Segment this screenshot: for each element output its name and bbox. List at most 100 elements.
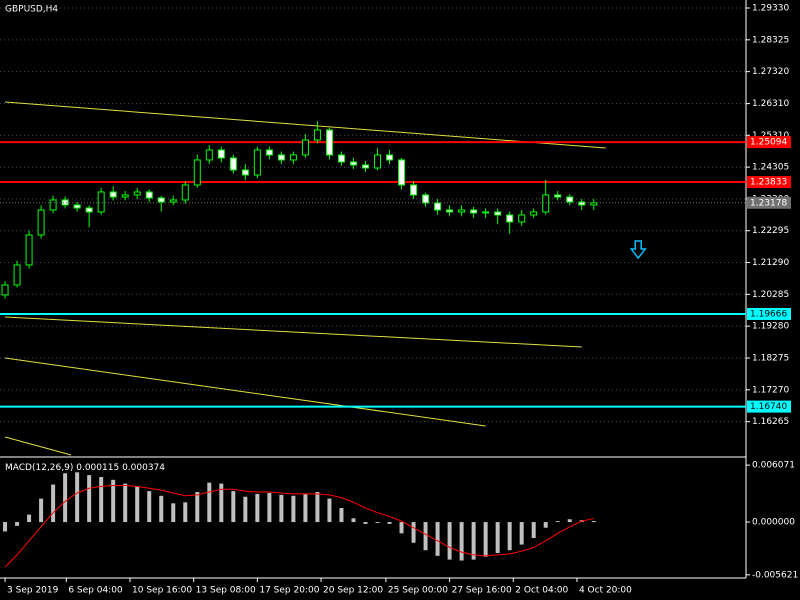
candle-body [121, 194, 129, 198]
candle-body [253, 149, 261, 176]
candle-body [434, 202, 442, 211]
candle-body [265, 149, 273, 156]
candle-body [289, 154, 297, 161]
candle-body [349, 161, 357, 166]
candle-body [61, 199, 69, 206]
macd-bar [447, 522, 452, 560]
candle-body [193, 159, 201, 186]
macd-bar [123, 483, 128, 523]
trendline [4, 357, 486, 427]
candle-body [386, 154, 394, 161]
trendline [4, 436, 72, 456]
macd-bar [471, 522, 476, 560]
signal-arrow [629, 240, 647, 260]
macd-bar [39, 498, 44, 523]
macd-bar [507, 522, 512, 551]
candle-body [506, 214, 514, 223]
candle-body [566, 196, 574, 203]
candle-body [277, 154, 285, 161]
macd-bar [411, 522, 416, 543]
y-tick-label: 0.000000 [752, 518, 795, 528]
macd-bar [555, 521, 560, 523]
level-label: 1.19666 [750, 309, 787, 319]
candle-body [49, 199, 57, 211]
candle-body [494, 211, 502, 216]
macd-bar [303, 493, 308, 523]
candle-body [446, 209, 454, 213]
candle-body [554, 194, 562, 198]
symbol-title: GBPUSD,H4 [5, 5, 58, 15]
y-tick-label: 1.20285 [752, 290, 789, 300]
macd-bar [99, 477, 104, 523]
macd-bar [591, 520, 596, 523]
x-tick-label: 6 Sep 04:00 [68, 586, 123, 596]
macd-bar [63, 473, 68, 523]
macd-bar [495, 522, 500, 554]
candle-body [313, 129, 321, 141]
candle-body [133, 191, 141, 196]
last-price-box [747, 196, 791, 209]
y-tick-label: 1.25310 [752, 131, 789, 141]
candle-body [181, 184, 189, 201]
macd-bar [219, 483, 224, 523]
y-tick-label: 1.27320 [752, 67, 789, 77]
last-price-label: 1.23178 [750, 198, 787, 208]
x-tick-label: 10 Sep 16:00 [132, 586, 192, 596]
candle-body [301, 139, 309, 156]
macd-bar [399, 522, 404, 534]
candle-body [470, 209, 478, 214]
x-tick-label: 3 Sep 2019 [7, 586, 59, 596]
macd-bar [483, 522, 488, 557]
candle-body [241, 169, 249, 176]
macd-bar [51, 484, 56, 523]
macd-bar [183, 502, 188, 523]
candle-body [337, 154, 345, 163]
macd-bar [111, 479, 116, 523]
x-tick-label: 27 Sep 16:00 [452, 586, 512, 596]
macd-bar [315, 492, 320, 523]
y-tick-label: 1.26310 [752, 99, 789, 109]
candle-body [422, 194, 430, 204]
signal-value: 0.000374 [122, 463, 165, 473]
macd-bar [435, 522, 440, 556]
macd-title: MACD(12,26,9) 0.000115 0.000374 [5, 463, 165, 473]
y-tick-label: 0.006071 [752, 461, 795, 471]
x-tick-label: 4 Oct 20:00 [579, 586, 632, 596]
candle-body [578, 201, 586, 206]
y-tick-label: -0.005621 [752, 570, 798, 580]
candle-body [518, 214, 526, 223]
macd-bar [279, 494, 284, 523]
x-tick-label: 20 Sep 12:00 [323, 586, 383, 596]
macd-bar [519, 522, 524, 545]
macd-bar [147, 491, 152, 523]
candle-body [169, 199, 177, 203]
y-tick-label: 1.28325 [752, 35, 789, 45]
macd-bar [339, 507, 344, 523]
trendline [5, 316, 582, 348]
candle-body [482, 211, 490, 214]
macd-bar [243, 496, 248, 523]
candle-body [590, 202, 598, 206]
macd-bar [27, 514, 32, 523]
macd-bar [195, 492, 200, 523]
y-tick-label: 1.21290 [752, 258, 789, 268]
candle-body [530, 211, 538, 216]
candle-body [37, 209, 45, 236]
candle-body [73, 204, 81, 209]
level-label-box [747, 136, 791, 149]
candle-body [157, 197, 165, 203]
candle-body [109, 191, 117, 198]
macd-bar [459, 522, 464, 561]
macd-bar [171, 503, 176, 523]
macd-bar [255, 493, 260, 523]
signal-line [4, 484, 594, 568]
x-tick-label: 25 Sep 00:00 [388, 586, 448, 596]
candle-body [205, 149, 213, 161]
macd-bar [351, 518, 356, 523]
y-tick-label: 1.18275 [752, 353, 789, 363]
level-label-box [747, 307, 791, 320]
macd-bar [423, 522, 428, 551]
y-tick-label: 1.29330 [752, 4, 789, 14]
